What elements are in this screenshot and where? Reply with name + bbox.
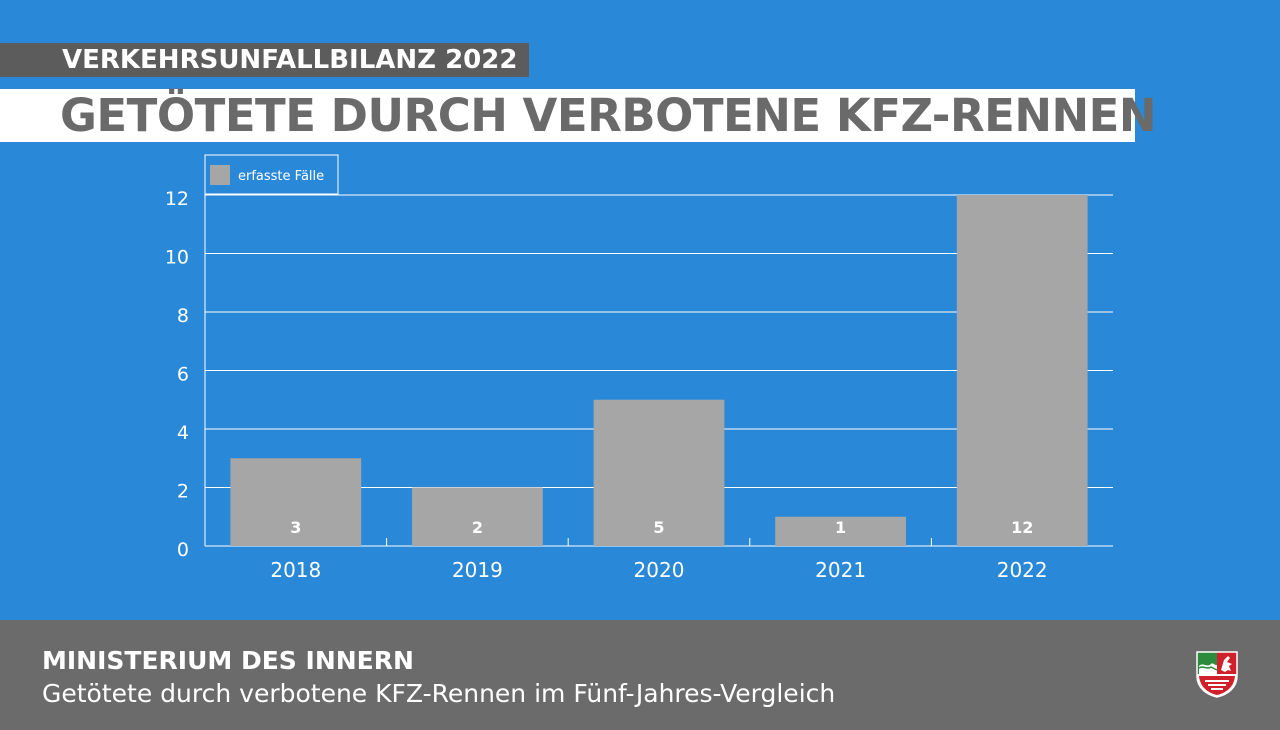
nrw-crest-icon <box>1196 651 1238 698</box>
y-tick-label: 8 <box>177 305 189 327</box>
y-tick-label: 2 <box>177 481 189 503</box>
bar <box>593 399 725 546</box>
x-category-label: 2022 <box>997 558 1048 582</box>
bar <box>230 458 362 546</box>
footer: MINISTERIUM DES INNERN Getötete durch ve… <box>0 620 1280 730</box>
y-tick-label: 4 <box>177 422 189 444</box>
chart-canvas: 0 2 4 6 8 10 12 3 2018 2 2019 5 2020 1 2021 12 2022 erfas… <box>165 154 1113 582</box>
y-tick-label: 12 <box>165 188 189 210</box>
legend-label: erfasste Fälle <box>238 169 324 184</box>
bar-data-label: 3 <box>290 518 301 537</box>
x-category-label: 2019 <box>452 558 503 582</box>
bar <box>412 487 543 546</box>
legend-swatch <box>210 165 230 185</box>
chart-description: Getötete durch verbotene KFZ-Rennen im F… <box>42 679 836 708</box>
page-title: GETÖTETE DURCH VERBOTENE KFZ-RENNEN <box>0 89 1157 142</box>
bar <box>956 195 1088 546</box>
y-tick-label: 0 <box>177 539 189 561</box>
y-tick-label: 6 <box>177 364 189 386</box>
bar-data-label: 2 <box>472 518 483 537</box>
y-tick-label: 10 <box>165 247 189 269</box>
x-category-label: 2018 <box>270 558 321 582</box>
bar-chart: 0 2 4 6 8 10 12 3 2018 2 2019 5 2020 1 2021 12 2022 erfas… <box>0 140 1280 610</box>
bar-data-label: 1 <box>835 518 846 537</box>
bar-data-label: 12 <box>1011 518 1033 537</box>
x-category-label: 2021 <box>815 558 866 582</box>
ministry-name: MINISTERIUM DES INNERN <box>42 646 414 675</box>
x-category-label: 2020 <box>634 558 685 582</box>
bar-data-label: 5 <box>653 518 664 537</box>
report-kicker: VERKEHRSUNFALLBILANZ 2022 <box>0 43 529 77</box>
bar <box>775 516 906 546</box>
legend-box <box>204 154 339 195</box>
